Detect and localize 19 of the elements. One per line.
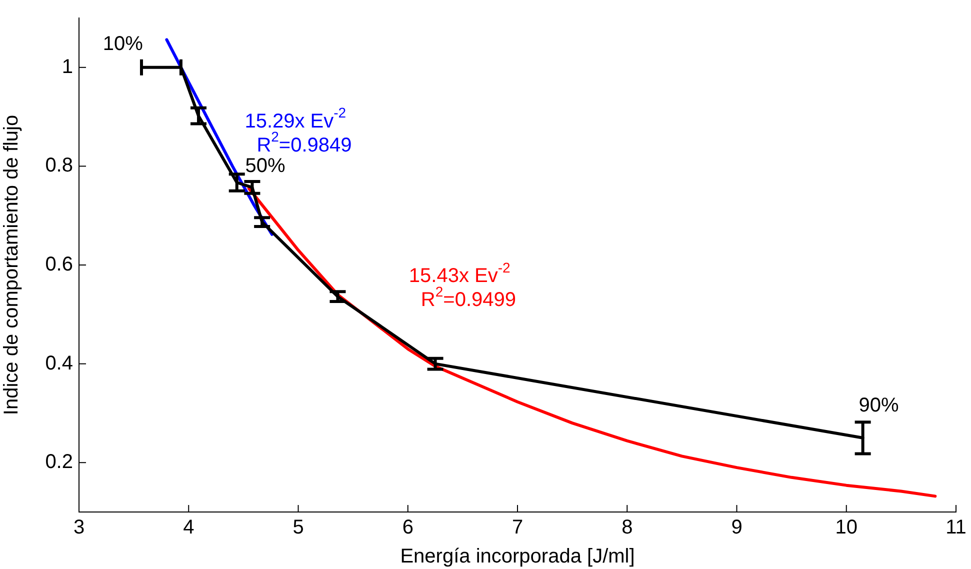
- x-tick-label: 6: [402, 516, 414, 539]
- x-tick-label: 11: [946, 516, 966, 539]
- x-tick-label: 10: [835, 516, 858, 539]
- x-tick-label: 5: [292, 516, 304, 539]
- y-axis-title: Indice de comportamiento de flujo: [0, 114, 23, 416]
- x-tick-label: 9: [731, 516, 742, 539]
- annotation: 90%: [858, 394, 900, 416]
- x-tick-label: 4: [183, 516, 194, 539]
- y-tick-label: 0.2: [45, 451, 73, 474]
- y-tick-label: 0.8: [45, 154, 73, 177]
- annotation: 10%: [102, 32, 144, 55]
- y-tick-label: 0.6: [45, 254, 73, 276]
- x-axis-title: Energía incorporada [J/ml]: [400, 546, 635, 568]
- y-tick-label: 1: [62, 56, 73, 78]
- x-tick-label: 8: [622, 516, 633, 539]
- x-tick-label: 7: [512, 516, 524, 539]
- x-tick-label: 3: [73, 516, 85, 539]
- y-tick-label: 0.4: [45, 352, 73, 374]
- annotation: 50%: [245, 154, 286, 177]
